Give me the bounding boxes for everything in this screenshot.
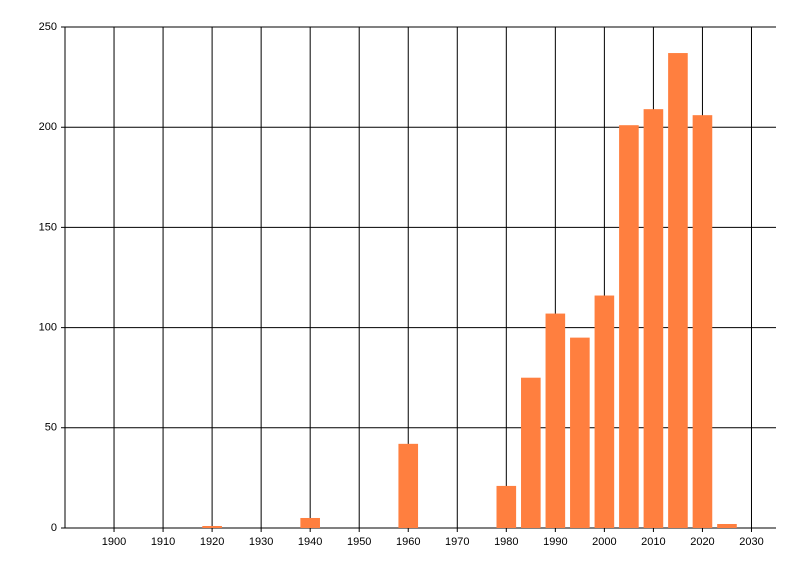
y-tick-label: 150	[39, 221, 57, 233]
x-tick-label: 1920	[200, 536, 224, 548]
x-tick-label: 1950	[347, 536, 371, 548]
x-tick-label: 1910	[151, 536, 175, 548]
x-tick-label: 1970	[445, 536, 469, 548]
bar	[692, 115, 713, 529]
bar	[496, 485, 517, 528]
x-tick-label: 2000	[592, 536, 616, 548]
x-tick-label: 1900	[102, 536, 126, 548]
y-tick-label: 50	[45, 422, 57, 434]
bar	[398, 443, 419, 528]
x-tick-label: 2030	[739, 536, 763, 548]
x-tick-label: 2010	[641, 536, 665, 548]
bar	[643, 109, 664, 528]
bar	[668, 53, 688, 528]
x-tick-label: 1930	[249, 536, 273, 548]
y-tick-label: 0	[51, 522, 57, 534]
bar	[594, 295, 615, 528]
bar	[619, 125, 639, 529]
x-tick-label: 1980	[494, 536, 518, 548]
y-tick-label: 200	[39, 121, 57, 133]
bar	[545, 313, 566, 528]
x-tick-label: 1940	[298, 536, 322, 548]
bar	[570, 337, 590, 528]
bar	[521, 377, 541, 528]
y-tick-label: 250	[39, 21, 57, 33]
x-tick-label: 1990	[543, 536, 567, 548]
bar	[202, 525, 222, 528]
bar	[717, 523, 737, 528]
x-tick-label: 2020	[690, 536, 714, 548]
bar	[300, 517, 320, 528]
x-tick-label: 1960	[396, 536, 420, 548]
y-tick-label: 100	[39, 322, 57, 334]
